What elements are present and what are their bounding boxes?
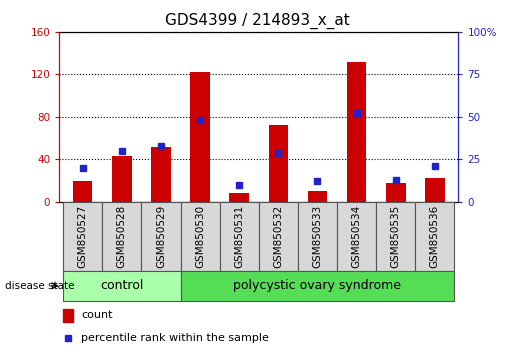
Text: GDS4399 / 214893_x_at: GDS4399 / 214893_x_at (165, 12, 350, 29)
Bar (425, 178, 444, 202)
Text: GSM850530: GSM850530 (195, 205, 205, 268)
FancyBboxPatch shape (259, 202, 298, 271)
Bar (151, 147, 171, 202)
FancyBboxPatch shape (298, 202, 337, 271)
FancyBboxPatch shape (142, 202, 181, 271)
Bar (63, 271, 181, 301)
FancyBboxPatch shape (63, 202, 102, 271)
FancyBboxPatch shape (415, 202, 454, 271)
Bar (63, 309, 73, 322)
Bar (73, 181, 93, 202)
FancyBboxPatch shape (181, 202, 220, 271)
Text: count: count (81, 310, 113, 320)
Bar (112, 156, 132, 202)
Text: GSM850533: GSM850533 (313, 205, 322, 268)
Text: polycystic ovary syndrome: polycystic ovary syndrome (233, 279, 402, 292)
Bar (191, 72, 210, 202)
Text: GSM850534: GSM850534 (352, 205, 362, 268)
FancyBboxPatch shape (337, 202, 376, 271)
Bar (307, 191, 327, 202)
Text: GSM850532: GSM850532 (273, 205, 283, 268)
FancyBboxPatch shape (376, 202, 415, 271)
Text: GSM850529: GSM850529 (156, 205, 166, 268)
FancyBboxPatch shape (220, 202, 259, 271)
Text: GSM850527: GSM850527 (78, 205, 88, 268)
FancyBboxPatch shape (102, 202, 142, 271)
Bar (386, 183, 405, 202)
Text: GSM850535: GSM850535 (391, 205, 401, 268)
Bar (181, 271, 454, 301)
Text: control: control (100, 279, 144, 292)
Text: percentile rank within the sample: percentile rank within the sample (81, 332, 269, 343)
Text: GSM850531: GSM850531 (234, 205, 244, 268)
Text: GSM850536: GSM850536 (430, 205, 440, 268)
Bar (268, 125, 288, 202)
Text: GSM850528: GSM850528 (117, 205, 127, 268)
Bar (230, 193, 249, 202)
Bar (347, 62, 366, 202)
Text: disease state: disease state (5, 281, 75, 291)
